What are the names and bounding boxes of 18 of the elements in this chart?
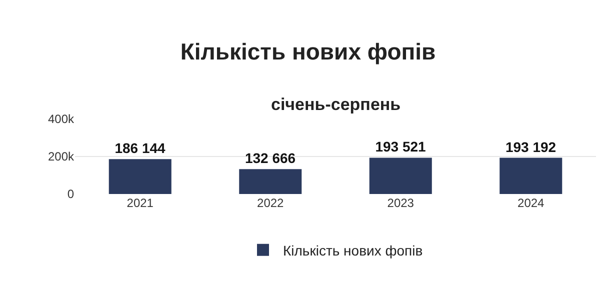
- x-tick-label: 2022: [257, 196, 284, 210]
- chart-subtitle: січень-серпень: [271, 95, 401, 114]
- data-label: 132 666: [244, 150, 296, 166]
- y-tick-label: 400k: [48, 112, 75, 126]
- x-tick-label: 2021: [126, 196, 154, 210]
- x-tick-label: 2023: [387, 196, 414, 210]
- data-label: 193 192: [505, 138, 556, 155]
- bar: [500, 158, 562, 194]
- data-label: 193 521: [375, 138, 426, 155]
- bar: [239, 169, 302, 194]
- chart-title: Кількість нових фопів: [180, 38, 436, 65]
- legend-label: Кількість нових фопів: [283, 242, 423, 258]
- y-tick-label: 0: [67, 187, 74, 202]
- bar: [108, 159, 172, 194]
- data-label: 186 144: [114, 140, 166, 156]
- bar: [369, 158, 432, 194]
- y-tick-label: 200k: [48, 150, 75, 164]
- x-tick-label: 2024: [518, 196, 545, 210]
